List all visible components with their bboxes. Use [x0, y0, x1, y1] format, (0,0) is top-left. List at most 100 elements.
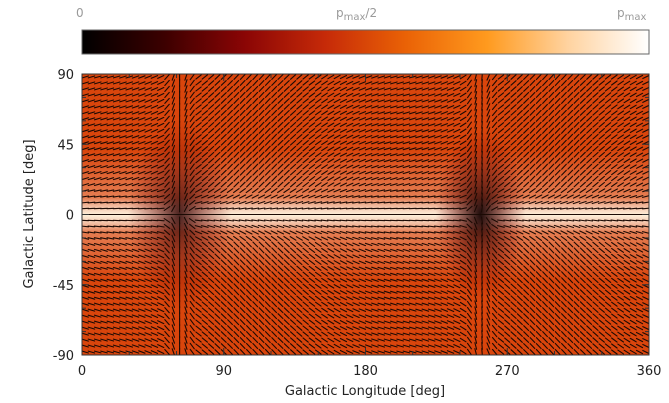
polarization-vector: [252, 145, 259, 152]
polarization-vector: [137, 225, 146, 228]
polarization-vector: [327, 140, 335, 146]
polarization-vector: [302, 74, 309, 80]
polarization-vector: [164, 330, 170, 338]
polarization-vector: [106, 308, 115, 312]
polarization-vector: [283, 86, 290, 92]
polarization-vector: [459, 104, 467, 110]
polarization-vector: [106, 81, 115, 85]
polarization-vector: [308, 80, 316, 86]
polarization-vector: [100, 147, 108, 151]
polarization-vector: [474, 74, 478, 81]
polarization-vector: [138, 236, 146, 240]
polarization-vector: [383, 195, 392, 198]
polarization-vector: [617, 80, 625, 86]
polarization-vector: [125, 344, 134, 348]
polarization-vector: [408, 93, 417, 97]
polarization-vector: [466, 139, 472, 147]
polarization-vector: [239, 85, 246, 92]
polarization-vector: [208, 259, 215, 266]
polarization-vector: [201, 188, 209, 193]
polarization-vector: [264, 157, 271, 164]
polarization-vector: [252, 313, 259, 320]
polarization-vector: [239, 343, 246, 350]
polarization-vector: [364, 81, 373, 85]
polarization-vector: [283, 115, 290, 122]
polarization-vector: [554, 313, 561, 320]
polarization-vector: [453, 314, 461, 319]
polarization-vector: [510, 289, 517, 296]
polarization-vector: [326, 225, 335, 228]
polarization-vector: [358, 140, 367, 145]
polarization-vector: [264, 127, 271, 134]
polarization-vector: [491, 91, 498, 99]
polarization-vector: [453, 92, 461, 97]
polarization-vector: [144, 201, 153, 204]
polarization-vector: [282, 207, 291, 210]
polarization-vector: [131, 266, 140, 270]
polarization-vector: [548, 342, 555, 350]
polarization-vector: [598, 92, 605, 98]
polarization-vector: [125, 225, 134, 228]
polarization-vector: [611, 158, 618, 164]
polarization-vector: [138, 117, 146, 121]
polarization-vector: [529, 74, 536, 80]
polarization-vector: [421, 302, 430, 306]
polarization-vector: [402, 183, 411, 187]
polarization-vector: [82, 326, 89, 330]
polarization-vector: [510, 92, 517, 98]
polarization-vector: [548, 139, 555, 146]
polarization-vector: [486, 103, 491, 111]
polarization-vector: [383, 159, 392, 163]
polarization-vector: [144, 146, 152, 151]
polarization-vector: [252, 91, 259, 98]
polarization-vector: [535, 271, 542, 278]
polarization-vector: [611, 331, 618, 337]
polarization-vector: [567, 115, 574, 122]
polarization-vector: [227, 85, 233, 92]
polarization-vector: [131, 135, 140, 139]
polarization-vector: [491, 127, 498, 134]
polarization-vector: [150, 219, 159, 222]
polarization-vector: [207, 188, 215, 193]
polarization-vector: [390, 87, 398, 91]
polarization-vector: [364, 87, 373, 91]
polarization-vector: [87, 248, 96, 252]
polarization-vector: [503, 207, 512, 210]
polarization-vector: [561, 145, 567, 152]
polarization-vector: [220, 325, 227, 332]
polarization-vector: [264, 194, 272, 199]
polarization-vector: [112, 141, 121, 145]
polarization-vector: [246, 74, 252, 81]
polarization-vector: [106, 248, 115, 252]
polarization-vector: [220, 343, 227, 349]
polarization-vector: [226, 188, 234, 194]
polarization-vector: [408, 248, 417, 252]
polarization-vector: [617, 158, 625, 164]
polarization-vector: [434, 278, 442, 282]
polarization-vector: [377, 290, 386, 294]
polarization-vector: [446, 87, 455, 91]
polarization-vector: [320, 188, 329, 193]
polarization-vector: [604, 92, 612, 98]
polarization-vector: [535, 121, 542, 128]
polarization-vector: [402, 326, 411, 330]
polarization-vector: [184, 318, 188, 326]
polarization-vector: [611, 86, 618, 92]
polarization-vector: [504, 122, 511, 128]
polarization-vector: [598, 259, 605, 266]
polarization-vector: [100, 75, 108, 79]
polarization-vector: [270, 188, 278, 194]
polarization-vector: [579, 337, 586, 343]
polarization-vector: [163, 223, 171, 230]
polarization-vector: [440, 140, 448, 145]
polarization-vector: [239, 181, 246, 188]
polarization-vector: [302, 259, 309, 266]
polarization-vector: [523, 343, 530, 349]
polarization-vector: [189, 330, 195, 338]
polarization-vector: [561, 109, 567, 116]
polarization-vector: [131, 278, 140, 282]
polarization-vector: [421, 147, 430, 151]
polarization-vector: [396, 165, 404, 169]
polarization-vector: [220, 253, 227, 260]
polarization-vector: [82, 284, 89, 288]
